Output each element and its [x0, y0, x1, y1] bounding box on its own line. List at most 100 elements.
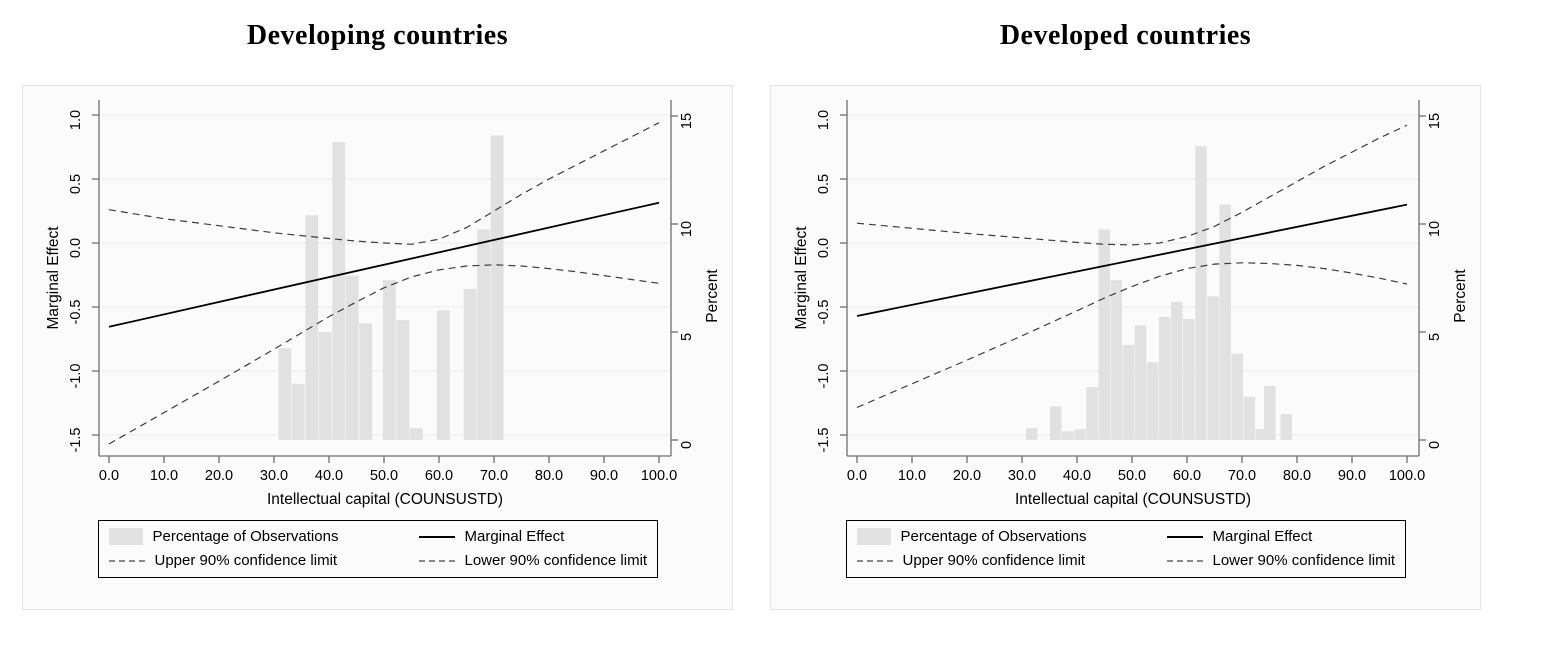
y-left-tick-label: 1.0 — [816, 110, 832, 130]
histogram-bar — [1086, 387, 1098, 440]
legend-item-marginal-effect: Marginal Effect — [418, 528, 648, 545]
histogram-bar — [1195, 146, 1207, 441]
histogram-swatch-icon — [108, 528, 143, 545]
legend-label: Lower 90% confidence limit — [464, 552, 648, 569]
x-tick-label: 60.0 — [1173, 468, 1201, 484]
legend-item-lower-ci: Lower 90% confidence limit — [1166, 552, 1396, 569]
legend-label: Upper 90% confidence limit — [154, 552, 338, 569]
y-right-axis-title: Percent — [1452, 269, 1469, 323]
histogram-bar — [1183, 319, 1195, 440]
lower-ci-line — [108, 264, 660, 445]
x-tick-label: 80.0 — [535, 468, 563, 484]
histogram-bar — [396, 320, 410, 440]
histogram-bar — [291, 383, 305, 440]
histogram-bar — [409, 428, 423, 440]
histogram-bar — [477, 229, 491, 440]
legend-item-marginal-effect: Marginal Effect — [1166, 528, 1396, 545]
x-tick-label: 90.0 — [590, 468, 618, 484]
histogram-bar — [278, 348, 292, 440]
marginal-effect-line — [856, 203, 1408, 317]
histogram-bar — [1146, 362, 1159, 440]
histogram-bar — [490, 135, 504, 440]
legend-label: Percentage of Observations — [152, 528, 339, 545]
x-tick-label: 70.0 — [1228, 468, 1256, 484]
histogram-bar — [1255, 429, 1268, 440]
x-tick-label: 10.0 — [150, 468, 178, 484]
panel-developed: 1.0 0.5 0.0 -0.5 -1.0 -1.5 15 10 5 0 0.0 10.0 20.0 30… — [770, 85, 1481, 610]
legend-label: Percentage of Observations — [900, 528, 1087, 545]
histogram-bar — [382, 280, 396, 440]
dashed-line-swatch-icon — [418, 559, 455, 562]
legend-box: Percentage of Observations Marginal Effe… — [845, 520, 1406, 578]
histogram-bar — [1062, 431, 1074, 440]
x-tick-label: 80.0 — [1283, 468, 1311, 484]
histogram-bar — [1025, 428, 1038, 440]
y-left-tick-label: 0.5 — [68, 174, 84, 194]
x-tick-label: 50.0 — [370, 468, 398, 484]
y-right-tick-label: 0 — [1427, 441, 1443, 449]
y-left-axis-title: Marginal Effect — [45, 226, 62, 330]
histogram-bar — [1074, 429, 1086, 440]
solid-line-swatch-icon — [1166, 535, 1203, 538]
y-left-tick-label: -0.5 — [68, 300, 84, 325]
dashed-line-swatch-icon — [108, 559, 145, 562]
y-right-tick-label: 0 — [679, 441, 695, 449]
histogram-swatch-icon — [856, 528, 891, 545]
legend-box: Percentage of Observations Marginal Effe… — [97, 520, 658, 578]
x-tick-label: 30.0 — [1008, 468, 1036, 484]
upper-ci-line — [108, 122, 660, 245]
solid-line-swatch-icon — [418, 535, 455, 538]
y-right-axis-title: Percent — [704, 269, 721, 323]
legend-item-upper-ci: Upper 90% confidence limit — [108, 552, 419, 569]
y-right-tick-label: 5 — [1427, 333, 1443, 341]
legend-item-lower-ci: Lower 90% confidence limit — [418, 552, 648, 569]
histogram-bar — [1122, 344, 1135, 440]
x-tick-label: 40.0 — [315, 468, 343, 484]
y-left-axis-title: Marginal Effect — [793, 226, 810, 330]
panel-developing: 1.0 0.5 0.0 -0.5 -1.0 -1.5 15 10 5 0 0.0 10.0 20.0 30… — [22, 85, 733, 610]
histogram-bar — [332, 141, 346, 441]
x-tick-label: 0.0 — [99, 468, 119, 484]
histogram-bar — [463, 288, 477, 440]
upper-ci-line — [856, 124, 1408, 246]
marginal-effect-line — [108, 201, 660, 328]
histogram-bar — [1098, 229, 1110, 440]
y-right-tick-label: 15 — [1427, 113, 1443, 129]
y-left-tick-label: -1.5 — [68, 428, 84, 453]
y-left-tick-label: 0.0 — [816, 238, 832, 258]
y-right-tick-label: 15 — [679, 113, 695, 129]
histogram-bar — [1280, 414, 1292, 440]
histogram-bar — [1207, 296, 1219, 440]
x-tick-label: 100.0 — [641, 468, 677, 484]
x-tick-label: 20.0 — [205, 468, 233, 484]
x-tick-label: 90.0 — [1338, 468, 1366, 484]
histogram-bar — [436, 310, 450, 440]
y-left-tick-label: -1.0 — [68, 364, 84, 389]
x-tick-label: 100.0 — [1389, 468, 1425, 484]
x-tick-label: 40.0 — [1063, 468, 1091, 484]
histogram-bar — [1158, 316, 1171, 440]
histogram-bar — [318, 332, 332, 440]
histogram-bar — [1134, 325, 1147, 440]
y-left-tick-label: 1.0 — [68, 110, 84, 130]
lower-ci-line — [856, 262, 1408, 409]
y-right-tick-label: 5 — [679, 333, 695, 341]
dashed-line-swatch-icon — [856, 559, 893, 562]
histogram-bar — [1171, 301, 1183, 440]
histogram-bar — [1050, 406, 1062, 440]
legend-label: Lower 90% confidence limit — [1212, 552, 1396, 569]
histogram-bar — [1110, 280, 1123, 440]
legend-item-upper-ci: Upper 90% confidence limit — [856, 552, 1167, 569]
legend-item-observations: Percentage of Observations — [856, 528, 1167, 545]
dashed-line-swatch-icon — [1166, 559, 1203, 562]
chart-developing: 1.0 0.5 0.0 -0.5 -1.0 -1.5 15 10 5 0 0.0 10.0 20.0 30… — [45, 100, 721, 508]
y-left-tick-label: -1.0 — [816, 364, 832, 389]
y-right-tick-label: 10 — [679, 221, 695, 237]
x-tick-label: 70.0 — [480, 468, 508, 484]
y-left-tick-label: 0.5 — [816, 174, 832, 194]
histogram-bar — [305, 215, 319, 440]
x-tick-label: 50.0 — [1118, 468, 1146, 484]
histogram-bar — [1219, 204, 1231, 440]
x-axis-title: Intellectual capital (COUNSUSTD) — [1015, 491, 1251, 508]
